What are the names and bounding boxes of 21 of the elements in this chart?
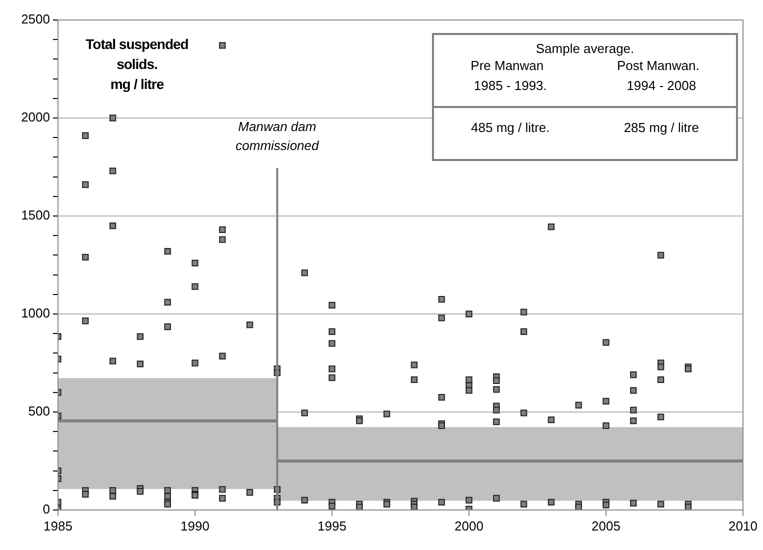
y-tick-label: 2500 <box>21 12 50 27</box>
annotation: 1985 - 1993. <box>474 77 547 95</box>
annotation: Pre Manwan <box>470 57 544 75</box>
annotation: 285 mg / litre <box>624 119 699 137</box>
x-tick-label: 1990 <box>180 518 210 534</box>
x-tick-label: 2005 <box>592 518 620 534</box>
annotation: Sample average. <box>534 40 636 56</box>
y-tick-label: 500 <box>28 404 50 419</box>
x-tick-label: 1995 <box>318 518 346 534</box>
annotation: 485 mg / litre. <box>471 119 550 137</box>
y-tick-label: 2000 <box>21 110 50 125</box>
y-tick-label: 1500 <box>21 208 50 223</box>
ref-line-label: Manwan dam commissioned <box>236 119 320 153</box>
x-tick-label: 2010 <box>728 518 758 534</box>
x-tick-label: 1985 <box>44 518 72 534</box>
annotation: 1994 - 2008 <box>626 77 696 95</box>
x-tick-label: 2000 <box>454 518 484 534</box>
y-tick-label: 1000 <box>21 306 50 321</box>
text: Total suspended solids. mg / litre <box>84 35 190 94</box>
annotation: Post Manwan. <box>616 57 700 75</box>
y-tick-label: 0 <box>42 502 50 517</box>
